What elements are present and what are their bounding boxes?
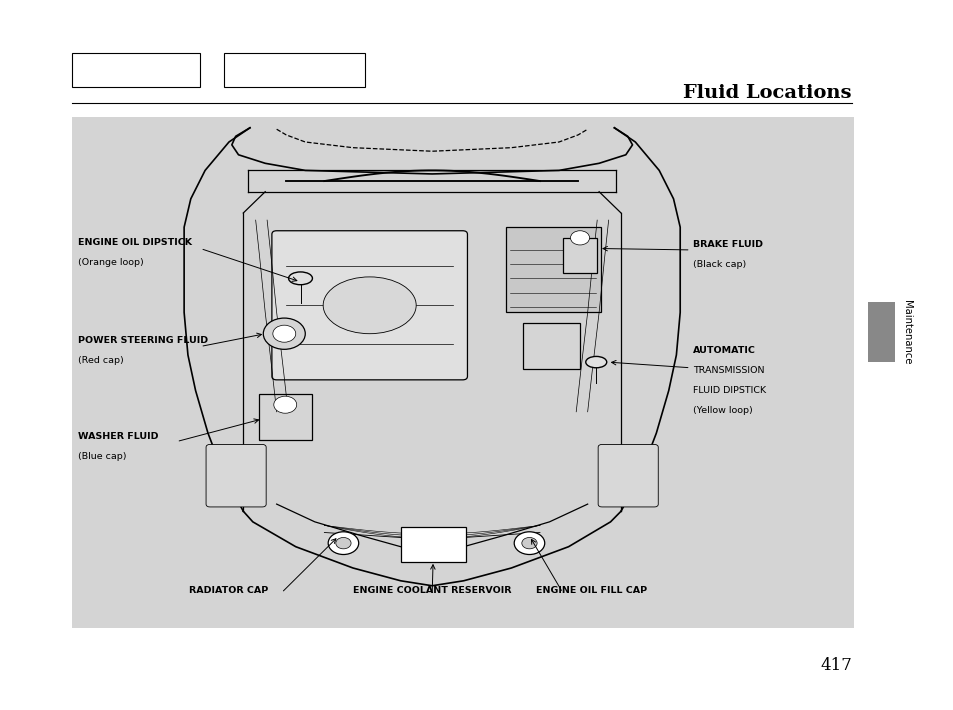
- Circle shape: [273, 325, 295, 342]
- Text: (Orange loop): (Orange loop): [78, 258, 144, 267]
- Text: ENGINE COOLANT RESERVOIR: ENGINE COOLANT RESERVOIR: [353, 586, 511, 595]
- Bar: [71, 53, 200, 87]
- Bar: [259, 394, 312, 440]
- Text: (Blue cap): (Blue cap): [78, 452, 127, 461]
- Ellipse shape: [323, 277, 416, 334]
- Text: FLUID DIPSTICK: FLUID DIPSTICK: [692, 386, 765, 395]
- FancyBboxPatch shape: [206, 444, 266, 507]
- Text: 417: 417: [820, 657, 851, 674]
- Bar: [562, 238, 597, 273]
- Ellipse shape: [585, 356, 606, 368]
- Text: ENGINE OIL DIPSTICK: ENGINE OIL DIPSTICK: [78, 239, 192, 247]
- Ellipse shape: [288, 272, 313, 285]
- Circle shape: [274, 396, 296, 413]
- Text: Maintenance: Maintenance: [902, 300, 911, 364]
- Text: (Black cap): (Black cap): [692, 260, 745, 268]
- Circle shape: [521, 537, 537, 549]
- FancyBboxPatch shape: [272, 231, 467, 380]
- Text: AUTOMATIC: AUTOMATIC: [692, 346, 755, 355]
- FancyBboxPatch shape: [598, 444, 658, 507]
- Circle shape: [263, 318, 305, 349]
- Text: (Yellow loop): (Yellow loop): [692, 406, 752, 415]
- Circle shape: [514, 532, 544, 555]
- Text: Fluid Locations: Fluid Locations: [682, 84, 851, 102]
- Bar: [400, 527, 465, 562]
- Text: BRAKE FLUID: BRAKE FLUID: [692, 240, 761, 248]
- Text: ENGINE OIL FILL CAP: ENGINE OIL FILL CAP: [536, 586, 646, 595]
- Circle shape: [570, 231, 589, 245]
- Text: POWER STEERING FLUID: POWER STEERING FLUID: [78, 337, 208, 345]
- Bar: [867, 302, 894, 362]
- Bar: [505, 227, 600, 312]
- Text: TRANSMISSION: TRANSMISSION: [692, 366, 763, 375]
- Text: WASHER FLUID: WASHER FLUID: [78, 432, 158, 441]
- Bar: [71, 117, 853, 628]
- Text: RADIATOR CAP: RADIATOR CAP: [189, 586, 269, 595]
- Bar: [522, 323, 579, 369]
- Bar: [224, 53, 365, 87]
- Text: (Red cap): (Red cap): [78, 356, 124, 365]
- Circle shape: [335, 537, 351, 549]
- Circle shape: [328, 532, 358, 555]
